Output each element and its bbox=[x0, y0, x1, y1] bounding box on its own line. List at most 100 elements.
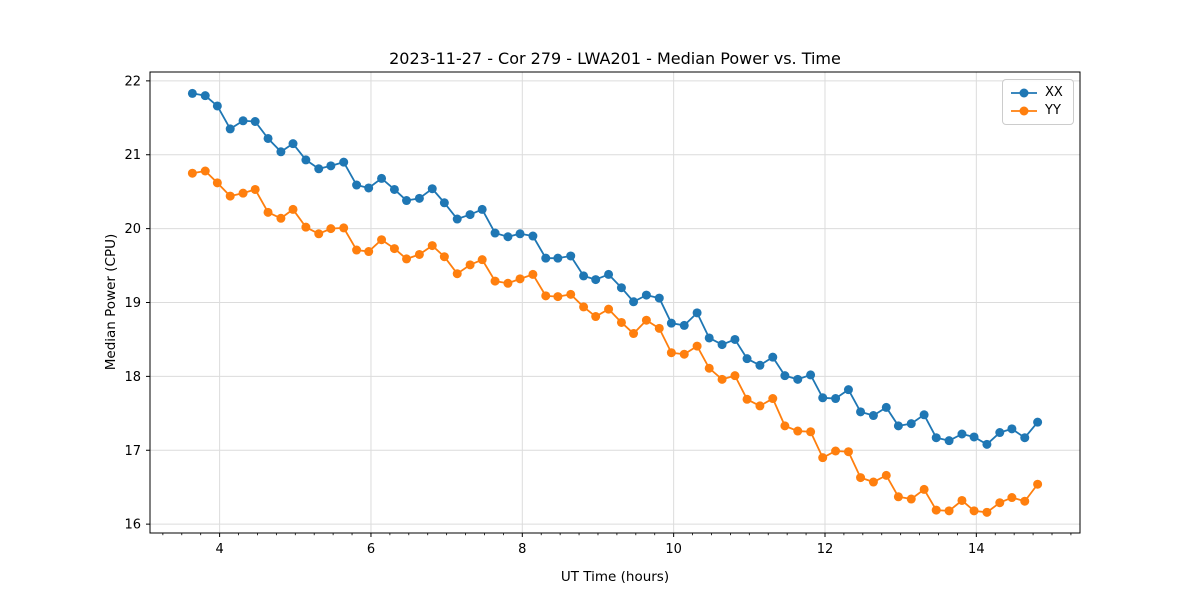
series-yy-marker bbox=[893, 492, 903, 502]
series-xx-marker bbox=[641, 290, 651, 300]
series-yy-marker bbox=[250, 184, 260, 194]
series-yy-marker bbox=[339, 223, 349, 233]
series-xx-marker bbox=[503, 232, 513, 242]
series-xx-marker bbox=[528, 231, 538, 241]
chart-title: 2023-11-27 - Cor 279 - LWA201 - Median P… bbox=[389, 49, 841, 68]
series-yy-marker bbox=[780, 421, 790, 431]
series-xx-marker bbox=[591, 275, 601, 285]
series-yy-marker bbox=[288, 204, 298, 214]
series-xx-marker bbox=[843, 385, 853, 395]
series-xx-marker bbox=[730, 334, 740, 344]
series-yy-marker bbox=[439, 252, 449, 262]
series-xx-marker bbox=[490, 228, 500, 238]
series-xx-marker bbox=[225, 124, 235, 134]
series-xx-marker bbox=[541, 253, 551, 263]
series-xx-marker bbox=[439, 198, 449, 208]
series-xx-marker bbox=[326, 161, 336, 171]
series-yy-marker bbox=[995, 498, 1005, 508]
legend-label-xx: XX bbox=[1045, 85, 1063, 100]
x-tick-label: 4 bbox=[215, 542, 223, 557]
series-xx-marker bbox=[604, 269, 614, 279]
series-yy-marker bbox=[427, 241, 437, 251]
series-yy-marker bbox=[856, 473, 866, 483]
series-yy-marker bbox=[818, 453, 828, 463]
series-xx-marker bbox=[402, 196, 412, 206]
series-yy-marker bbox=[591, 312, 601, 322]
y-tick-label: 19 bbox=[124, 296, 141, 311]
series-xx-marker bbox=[704, 333, 714, 343]
series-yy-marker bbox=[666, 348, 676, 358]
series-yy-marker bbox=[515, 274, 525, 284]
series-xx-marker bbox=[579, 271, 589, 281]
series-xx-marker bbox=[414, 193, 424, 203]
series-xx-marker bbox=[679, 320, 689, 330]
series-xx-marker bbox=[352, 180, 362, 190]
y-tick-label: 22 bbox=[124, 74, 141, 89]
series-yy-marker bbox=[906, 494, 916, 504]
series-xx-marker bbox=[212, 101, 222, 111]
series-yy-marker bbox=[730, 371, 740, 381]
series-yy-marker bbox=[944, 506, 954, 516]
series-xx-marker bbox=[301, 155, 311, 165]
series-yy-marker bbox=[477, 255, 487, 265]
x-tick-label: 6 bbox=[367, 542, 375, 557]
series-xx-marker bbox=[452, 214, 462, 224]
series-xx-marker bbox=[263, 133, 273, 143]
legend-sample-xx-icon bbox=[1011, 88, 1037, 98]
series-xx-marker bbox=[666, 318, 676, 328]
series-yy-marker bbox=[301, 222, 311, 232]
series-xx-marker bbox=[944, 436, 954, 446]
series-xx-marker bbox=[793, 374, 803, 384]
series-yy-marker bbox=[414, 249, 424, 259]
series-xx-marker bbox=[906, 419, 916, 429]
x-tick-label: 10 bbox=[665, 542, 682, 557]
series-yy-marker bbox=[793, 426, 803, 436]
series-yy-marker bbox=[717, 374, 727, 384]
y-tick-label: 20 bbox=[124, 222, 141, 237]
series-yy-marker bbox=[238, 188, 248, 198]
series-xx-marker bbox=[893, 421, 903, 431]
series-xx-marker bbox=[654, 293, 664, 303]
series-xx-marker bbox=[389, 184, 399, 194]
series-yy-marker bbox=[679, 349, 689, 359]
y-tick-label: 17 bbox=[124, 444, 141, 459]
series-xx-marker bbox=[1033, 417, 1043, 427]
series-yy-marker bbox=[263, 207, 273, 217]
series-yy-marker bbox=[629, 329, 639, 339]
series-yy-marker bbox=[755, 401, 765, 411]
legend-item-xx: XX bbox=[1010, 84, 1073, 102]
axes-spines bbox=[149, 71, 1081, 534]
series-yy-marker bbox=[641, 315, 651, 325]
series-yy-marker bbox=[843, 447, 853, 457]
series-yy-marker bbox=[377, 235, 387, 245]
series-xx-marker bbox=[1020, 433, 1030, 443]
series-yy-marker bbox=[225, 191, 235, 201]
series-xx-marker bbox=[566, 251, 576, 261]
series-xx-marker bbox=[919, 410, 929, 420]
series-xx-marker bbox=[288, 139, 298, 149]
legend-label-yy: YY bbox=[1045, 103, 1061, 118]
series-xx-marker bbox=[982, 439, 992, 449]
series-xx-marker bbox=[806, 370, 816, 380]
series-xx-marker bbox=[755, 360, 765, 370]
series-yy-marker bbox=[490, 276, 500, 286]
series-xx-marker bbox=[742, 354, 752, 364]
y-tick-label: 18 bbox=[124, 370, 141, 385]
x-tick-label: 8 bbox=[518, 542, 526, 557]
series-yy-marker bbox=[692, 341, 702, 351]
series-yy-marker bbox=[276, 213, 286, 223]
series-yy-marker bbox=[881, 470, 891, 480]
series-yy-marker bbox=[831, 446, 841, 456]
series-yy-marker bbox=[931, 505, 941, 515]
series-xx-marker bbox=[995, 428, 1005, 438]
series-xx-line bbox=[191, 92, 1039, 446]
series-xx-marker bbox=[957, 429, 967, 439]
series-xx-marker bbox=[629, 297, 639, 307]
series-yy-marker bbox=[654, 323, 664, 333]
series-yy-marker bbox=[1033, 479, 1043, 489]
series-yy-marker bbox=[1020, 496, 1030, 506]
series-xx-marker bbox=[314, 164, 324, 174]
x-axis-label: UT Time (hours) bbox=[560, 569, 670, 585]
y-axis-label-text: Median Power (CPU) bbox=[103, 233, 119, 371]
series-yy-marker bbox=[579, 302, 589, 312]
